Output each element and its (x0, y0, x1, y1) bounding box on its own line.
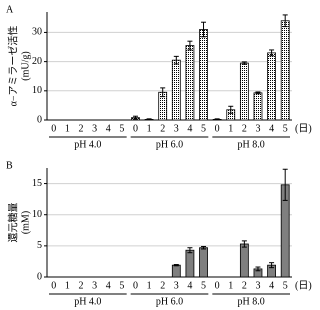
y-tick-label: 0 (37, 271, 42, 282)
y-axis-label: α−アミラーゼ活性 (6, 26, 19, 107)
panel-label: A (6, 4, 14, 15)
bar (239, 62, 249, 121)
y-axis-unit: (mM) (20, 211, 31, 234)
x-tick-label: 2 (160, 280, 165, 291)
error-bar (173, 55, 179, 65)
bar (253, 92, 263, 121)
group-label: pH 4.0 (74, 296, 101, 307)
x-tick-label: 4 (269, 123, 274, 134)
bar (185, 45, 195, 121)
error-bar (187, 40, 193, 51)
x-tick-label: 0 (51, 280, 56, 291)
error-bar (160, 87, 166, 98)
x-tick-label: 5 (119, 280, 124, 291)
x-tick-label: 2 (79, 123, 84, 134)
x-tick-label: 1 (228, 280, 233, 291)
bar (171, 59, 181, 121)
y-tick-label: 5 (37, 240, 42, 251)
error-bar (187, 247, 193, 254)
x-tick-label: 1 (147, 123, 152, 134)
error-bar (282, 168, 288, 201)
error-bar (146, 118, 152, 121)
x-tick-label: 3 (92, 280, 97, 291)
error-bar (132, 115, 138, 120)
x-tick-label: 4 (106, 123, 111, 134)
x-tick-label: 4 (106, 280, 111, 291)
bar (199, 247, 208, 278)
x-tick-label: 0 (133, 123, 138, 134)
x-tick-label: 3 (174, 123, 179, 134)
x-tick-label: 2 (242, 123, 247, 134)
x-tick-label: 1 (147, 280, 152, 291)
bar (280, 20, 290, 121)
bar (199, 29, 208, 121)
error-bar (173, 264, 179, 267)
x-tick-label: 3 (92, 123, 97, 134)
group-label: pH 6.0 (156, 139, 183, 150)
y-tick-label: 10 (32, 209, 42, 220)
group-label: pH 8.0 (238, 139, 265, 150)
error-bar (255, 266, 261, 272)
panel-label: B (6, 160, 13, 171)
error-bar (282, 14, 288, 28)
x-tick-label: 5 (283, 123, 288, 134)
x-tick-label: 0 (133, 280, 138, 291)
bar (267, 52, 276, 121)
error-bar (214, 118, 220, 121)
x-axis-unit: (日) (295, 280, 312, 291)
x-axis-unit: (日) (295, 123, 312, 134)
bar (185, 249, 195, 278)
error-bar (269, 262, 275, 269)
error-bar (241, 61, 247, 65)
x-tick-label: 0 (215, 280, 220, 291)
bar (171, 264, 181, 278)
x-tick-label: 1 (65, 280, 70, 291)
y-tick-label: 10 (32, 85, 42, 96)
x-tick-label: 1 (65, 123, 70, 134)
x-tick-label: 5 (201, 280, 206, 291)
x-tick-label: 2 (79, 280, 84, 291)
y-tick-label: 15 (32, 178, 42, 189)
x-tick-label: 0 (51, 123, 56, 134)
bar (239, 243, 249, 278)
y-axis-unit: (mU/g) (20, 51, 31, 80)
x-tick-label: 1 (228, 123, 233, 134)
x-tick-label: 3 (255, 123, 260, 134)
x-tick-label: 4 (187, 280, 192, 291)
x-tick-label: 2 (242, 280, 247, 291)
y-tick-label: 30 (32, 27, 42, 38)
y-axis-label: 還元糖量 (6, 203, 19, 243)
x-tick-label: 4 (269, 280, 274, 291)
error-bar (201, 21, 207, 38)
x-tick-label: 0 (215, 123, 220, 134)
x-tick-label: 5 (201, 123, 206, 134)
y-tick-label: 20 (32, 56, 42, 67)
error-bar (228, 105, 234, 114)
x-tick-label: 3 (174, 280, 179, 291)
group-label: pH 6.0 (156, 296, 183, 307)
error-bar (255, 91, 261, 95)
error-bar (269, 49, 275, 57)
error-bar (241, 240, 247, 248)
x-tick-label: 4 (187, 123, 192, 134)
error-bar (201, 245, 207, 250)
x-tick-label: 3 (255, 280, 260, 291)
y-tick-label: 0 (37, 114, 42, 125)
x-tick-label: 5 (283, 280, 288, 291)
group-label: pH 4.0 (74, 139, 101, 150)
group-label: pH 8.0 (238, 296, 265, 307)
x-tick-label: 2 (160, 123, 165, 134)
x-tick-label: 5 (119, 123, 124, 134)
